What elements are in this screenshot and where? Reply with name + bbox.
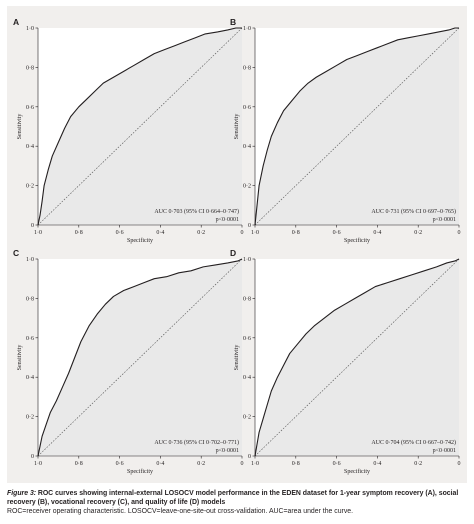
panel-c-x-tick-label: 1·0: [34, 461, 42, 467]
panel-a-x-tick-label: 0·8: [75, 230, 83, 236]
panel-a-x-tick-label: 0·4: [156, 230, 164, 236]
roc-charts: 1·0 0·8 0·6 0·4 0·2 000·20·40·60·81·0Specific…: [13, 17, 461, 475]
panel-d-x-tick-label: 0·8: [292, 461, 300, 467]
panel-c-y-axis-title: Sensitivity: [17, 345, 23, 371]
panel-d-letter: D: [230, 248, 236, 258]
panel-a-y-tick-label: 0·4: [26, 144, 34, 150]
panel-b-y-tick-label: 0·6: [243, 105, 251, 111]
panel-a-x-tick-label: 1·0: [34, 230, 42, 236]
panel-a-auc-label: AUC 0·703 (95% CI 0·664–0·747): [154, 208, 239, 215]
panel-b-reference-line: [254, 27, 460, 226]
panel-c-x-tick-label: 0·6: [116, 461, 124, 467]
panel-d-y-tick-label: 1·0: [243, 257, 251, 263]
caption-note: ROC=receiver operating characteristic. L…: [7, 507, 354, 515]
panel-b-y-tick-label: 1·0: [243, 26, 251, 32]
caption-title: ROC curves showing internal-external LOS…: [7, 490, 459, 506]
panel-b-letter: B: [230, 17, 236, 27]
panel-d-y-tick-label: 0·4: [243, 375, 251, 381]
panel-d-x-tick-label: 0·4: [373, 461, 381, 467]
panel-c-y-tick-label: 0·6: [26, 336, 34, 342]
panel-d-y-tick-label: 0·8: [243, 296, 251, 302]
panel-c-x-tick-label: 0·8: [75, 461, 83, 467]
panel-b-x-tick-label: 0·6: [333, 230, 341, 236]
panel-b-y-axis-title: Sensitivity: [234, 114, 240, 140]
panel-b-x-tick-label: 0·4: [373, 230, 381, 236]
panel-d-x-tick-label: 0·6: [333, 461, 341, 467]
panel-a-p-value: p<0·0001: [216, 217, 239, 223]
panel-c-x-tick-label: 0·2: [197, 461, 205, 467]
panel-b-roc-curve: [254, 27, 459, 226]
panel-a-x-axis-title: Specificity: [127, 237, 153, 244]
panel-b-x-tick-label: 0·8: [292, 230, 300, 236]
panel-c-auc-label: AUC 0·736 (95% CI 0·702–0·771): [154, 439, 239, 446]
figure-panel: 1·0 0·8 0·6 0·4 0·2 0 0 0·2 0·4 0·6 0·8 1·0 Specific…: [7, 6, 467, 483]
panel-d-y-tick-label: 0: [248, 454, 251, 460]
panel-c-letter: C: [13, 248, 19, 258]
panel-a-roc-curve: [37, 27, 242, 226]
panel-d-x-axis-title: Specificity: [344, 468, 370, 475]
panel-b-x-tick-label: 0: [458, 230, 461, 236]
panel-d-x-tick-label: 0·2: [414, 461, 422, 467]
panel-c-x-axis-title: Specificity: [127, 468, 153, 475]
panel-c-reference-line: [37, 258, 243, 457]
panel-c-y-tick-label: 0·8: [26, 296, 34, 302]
panel-a-x-tick-label: 0: [241, 230, 244, 236]
panel-d-p-value: p<0·0001: [433, 448, 456, 454]
panel-d-y-axis-title: Sensitivity: [234, 345, 240, 371]
panel-c-x-tick-label: 0·4: [156, 461, 164, 467]
panel-a-x-tick-label: 0·6: [116, 230, 124, 236]
panel-a-y-tick-label: 0·2: [26, 184, 34, 190]
panel-c-y-tick-label: 0·2: [26, 415, 34, 421]
panel-d-reference-line: [254, 258, 460, 457]
panel-a-y-tick-label: 0·6: [26, 105, 34, 111]
figure-caption: Figure 3: ROC curves showing internal-ex…: [7, 490, 469, 517]
panel-a-y-tick-label: 0: [31, 223, 34, 229]
panel-d-y-tick-label: 0·6: [243, 336, 251, 342]
panel-d-x-tick-label: 1·0: [251, 461, 259, 467]
panel-b-auc-label: AUC 0·731 (95% CI 0·697–0·765): [371, 208, 456, 215]
panel-c-p-value: p<0·0001: [216, 448, 239, 454]
panel-b-x-axis-title: Specificity: [344, 237, 370, 244]
panel-a-x-tick-label: 0·2: [197, 230, 205, 236]
panel-a-y-axis-title: Sensitivity: [17, 114, 23, 140]
panel-b-x-tick-label: 1·0: [251, 230, 259, 236]
panel-a-reference-line: [37, 27, 243, 226]
panel-c-y-tick-label: 1·0: [26, 257, 34, 263]
caption-label: Figure 3:: [7, 490, 37, 497]
panel-c-roc-curve: [37, 258, 243, 457]
panel-b-y-tick-label: 0: [248, 223, 251, 229]
panel-c-x-tick-label: 0: [241, 461, 244, 467]
panel-b-y-tick-label: 0·2: [243, 184, 251, 190]
panel-b-y-tick-label: 0·4: [243, 144, 251, 150]
panel-a-y-tick-label: 1·0: [26, 26, 34, 32]
panel-b-x-tick-label: 0·2: [414, 230, 422, 236]
panel-a-letter: A: [13, 17, 19, 27]
panel-d-y-tick-label: 0·2: [243, 415, 251, 421]
panel-a-y-tick-label: 0·8: [26, 65, 34, 71]
panel-d-auc-label: AUC 0·704 (95% CI 0·667–0·742): [371, 439, 456, 446]
panel-b-y-tick-label: 0·8: [243, 65, 251, 71]
panel-b-p-value: p<0·0001: [433, 217, 456, 223]
panel-d-x-tick-label: 0: [458, 461, 461, 467]
panel-c-y-tick-label: 0: [31, 454, 34, 460]
panel-c-y-tick-label: 0·4: [26, 375, 34, 381]
panel-d-roc-curve: [254, 258, 460, 457]
